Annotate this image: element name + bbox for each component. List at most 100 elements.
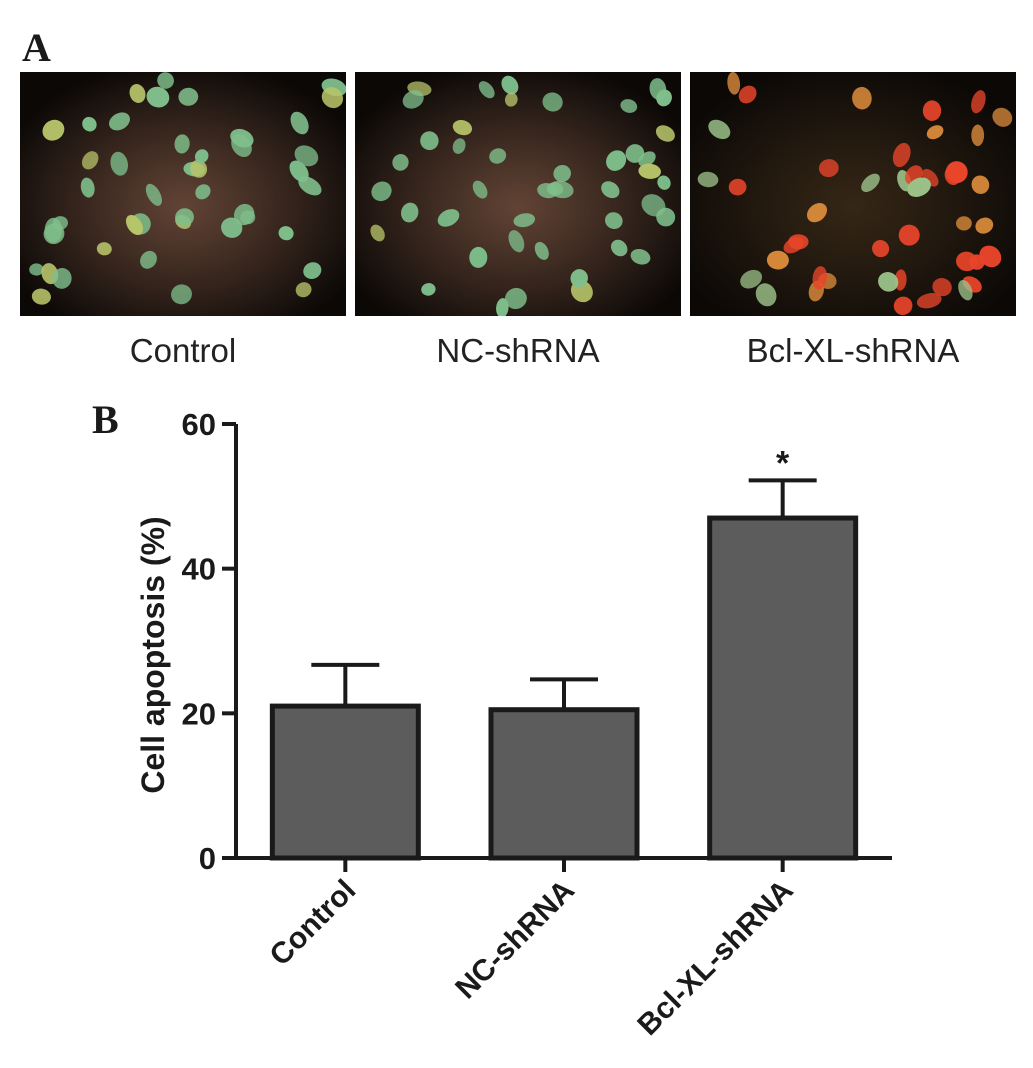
cell-nucleus xyxy=(230,128,254,148)
cell-nucleus xyxy=(402,90,424,109)
cell-nucleus xyxy=(956,216,972,231)
cell-nucleus xyxy=(371,181,392,202)
cell-nucleus xyxy=(971,175,990,194)
cell-nucleus xyxy=(979,245,1002,268)
cell-nucleus xyxy=(80,177,95,198)
cell-nucleus xyxy=(534,241,549,260)
x-tick-label: Control xyxy=(264,874,363,973)
cell-nucleus xyxy=(82,116,97,132)
cell-nucleus xyxy=(278,226,294,241)
y-tick-label: 40 xyxy=(182,552,216,587)
cell-nucleus xyxy=(469,246,488,268)
micrograph-label-bcl-xl-shrna: Bcl-XL-shRNA xyxy=(746,332,960,369)
cell-nucleus xyxy=(892,142,911,168)
micrograph-bcl-xl-shrna xyxy=(690,72,1016,316)
cell-nucleus xyxy=(52,268,72,289)
cell-nucleus xyxy=(400,202,419,223)
cell-nucleus xyxy=(44,217,63,243)
cell-nucleus xyxy=(861,173,880,192)
cell-nucleus xyxy=(766,250,789,270)
cell-nucleus xyxy=(504,92,518,107)
cell-nucleus xyxy=(783,237,804,254)
cell-nucleus xyxy=(606,150,627,171)
cell-nucleus xyxy=(157,72,174,89)
cell-nucleus xyxy=(392,154,409,171)
cell-nucleus xyxy=(728,178,747,196)
cell-nucleus xyxy=(496,298,509,316)
cell-nucleus xyxy=(740,269,763,289)
cell-nucleus xyxy=(174,134,190,154)
cell-nucleus xyxy=(145,183,162,206)
bar xyxy=(269,703,421,861)
cell-nucleus xyxy=(110,151,128,176)
cell-nucleus xyxy=(109,112,130,131)
cell-nucleus xyxy=(926,125,944,140)
cell-nucleus xyxy=(437,209,460,227)
cell-nucleus xyxy=(610,239,628,257)
cell-nucleus xyxy=(303,262,322,279)
cell-nucleus xyxy=(907,177,931,197)
cell-nucleus xyxy=(31,288,51,305)
cell-nucleus xyxy=(697,171,719,188)
y-axis-label: Cell apoptosis (%) xyxy=(135,516,171,793)
y-tick-label: 20 xyxy=(182,696,216,731)
cell-nucleus xyxy=(656,207,676,227)
cell-nucleus xyxy=(916,293,942,309)
micrograph-control xyxy=(20,72,346,316)
cell-nucleus xyxy=(190,159,208,178)
cell-nucleus xyxy=(452,119,473,136)
cell-nucleus xyxy=(221,217,243,238)
cell-nucleus xyxy=(542,92,563,112)
cell-nucleus xyxy=(944,166,961,186)
cell-nucleus xyxy=(932,278,952,297)
bar xyxy=(488,707,640,861)
cell-nucleus xyxy=(553,164,571,183)
cell-nucleus xyxy=(620,99,638,113)
cell-nucleus xyxy=(81,151,99,170)
cell-nucleus xyxy=(501,75,519,95)
y-tick-label: 0 xyxy=(199,841,216,876)
micrograph-nc-shrna xyxy=(355,72,681,316)
cell-nucleus xyxy=(195,184,211,200)
cell-nucleus xyxy=(657,175,671,190)
cell-nucleus xyxy=(872,240,890,258)
cell-nucleus xyxy=(893,296,913,315)
cell-nucleus xyxy=(898,224,920,246)
micrograph-background xyxy=(20,72,346,316)
cell-nucleus xyxy=(958,279,973,301)
cell-nucleus xyxy=(992,107,1013,127)
cell-nucleus xyxy=(971,124,985,147)
significance-marker: * xyxy=(776,444,790,482)
cell-nucleus xyxy=(727,72,741,95)
cell-nucleus xyxy=(975,217,994,234)
cell-nucleus xyxy=(971,90,986,114)
cell-nucleus xyxy=(140,250,157,269)
cell-nucleus xyxy=(472,180,488,199)
cell-nucleus xyxy=(171,284,192,305)
cell-nucleus xyxy=(146,86,170,108)
cell-nucleus xyxy=(194,149,209,164)
cell-nucleus xyxy=(233,203,255,226)
cell-nucleus xyxy=(295,282,312,298)
cell-nucleus xyxy=(625,144,645,163)
x-tick-label: Bcl-XL-shRNA xyxy=(631,874,799,1042)
bar xyxy=(707,515,859,861)
cell-nucleus xyxy=(178,87,199,106)
cell-nucleus xyxy=(755,283,777,307)
cell-nucleus xyxy=(504,287,527,310)
cell-nucleus xyxy=(508,230,525,253)
cell-nucleus xyxy=(812,266,828,290)
cell-nucleus xyxy=(852,86,872,110)
cell-nucleus xyxy=(420,131,439,151)
cell-nucleus xyxy=(570,269,588,288)
cell-nucleus xyxy=(818,159,839,178)
cell-nucleus xyxy=(29,263,44,276)
y-tick-label: 60 xyxy=(182,407,216,442)
cell-nucleus xyxy=(806,202,828,223)
cell-nucleus xyxy=(878,272,899,292)
cell-nucleus xyxy=(290,111,309,135)
micrograph-label-nc-shrna: NC-shRNA xyxy=(436,332,600,369)
cell-nucleus xyxy=(969,254,985,270)
cell-nucleus xyxy=(489,148,507,164)
cell-nucleus xyxy=(638,163,661,179)
